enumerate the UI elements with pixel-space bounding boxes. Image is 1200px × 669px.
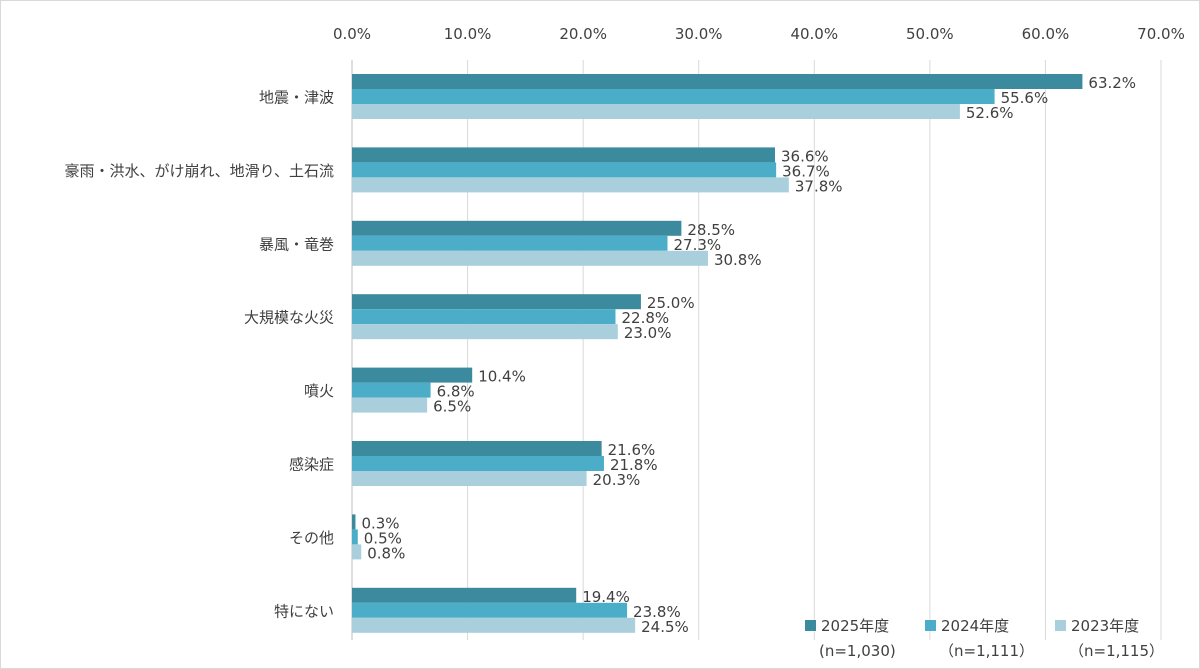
bar [352, 104, 960, 119]
data-label: 63.2% [1088, 74, 1136, 92]
bar [352, 250, 708, 266]
legend-sample-size: (n=1,030) [819, 642, 896, 660]
bar [352, 602, 628, 618]
bar [352, 471, 587, 486]
category-label: 特にない [274, 602, 334, 620]
bar [352, 456, 604, 471]
bar [352, 220, 682, 236]
legend-swatch [805, 620, 816, 631]
x-tick-label: 20.0% [559, 25, 607, 43]
data-label: 23.0% [624, 324, 672, 342]
x-tick-label: 40.0% [790, 25, 838, 43]
category-label: 豪雨・洪水、がけ崩れ、地滑り、土石流 [64, 162, 334, 180]
x-tick-label: 30.0% [675, 25, 723, 43]
bar [352, 162, 777, 178]
data-label: 27.3% [674, 236, 722, 254]
data-label: 30.8% [714, 251, 762, 269]
bar [352, 529, 358, 545]
data-label: 0.3% [361, 514, 399, 532]
legend-label: 2023年度 [1071, 617, 1140, 635]
data-label: 25.0% [647, 294, 695, 312]
bar [352, 74, 1083, 89]
bar [352, 177, 789, 193]
legend-item: 2025年度 (n=1,030) [805, 614, 896, 664]
data-label: 37.8% [795, 177, 843, 195]
data-label: 19.4% [582, 588, 630, 606]
data-label: 28.5% [687, 221, 735, 239]
bar [352, 617, 636, 633]
data-label: 36.6% [781, 147, 829, 165]
category-label: 噴火 [304, 382, 334, 400]
data-label: 21.8% [610, 456, 658, 474]
data-label: 0.5% [364, 529, 402, 547]
bar [352, 544, 362, 560]
data-label: 21.6% [608, 441, 656, 459]
bar [352, 309, 616, 325]
bar [352, 89, 995, 104]
bar [352, 382, 431, 398]
x-tick-label: 0.0% [333, 25, 371, 43]
data-label: 6.8% [437, 383, 475, 401]
legend-sample-size: （n=1,115） [1069, 642, 1165, 660]
category-label: 暴風・竜巻 [259, 235, 334, 253]
data-label: 52.6% [966, 104, 1014, 122]
data-label: 36.7% [782, 162, 830, 180]
x-tick-label: 10.0% [444, 25, 492, 43]
data-label: 23.8% [633, 603, 681, 621]
category-label: 感染症 [289, 456, 334, 474]
legend-swatch [1055, 620, 1066, 631]
legend-item: 2023年度 （n=1,115） [1055, 614, 1164, 664]
bar [352, 367, 473, 383]
legend-label: 2025年度 [821, 617, 890, 635]
x-tick-label: 70.0% [1137, 25, 1185, 43]
x-tick-label: 60.0% [1022, 25, 1070, 43]
bar [352, 514, 356, 530]
data-label: 10.4% [478, 368, 526, 386]
data-label: 20.3% [593, 471, 641, 489]
legend-label: 2024年度 [941, 617, 1010, 635]
category-label: その他 [289, 529, 334, 547]
category-label: 地震・津波 [259, 89, 334, 107]
x-tick-label: 50.0% [906, 25, 954, 43]
legend-sample-size: （n=1,111） [939, 642, 1035, 660]
data-label: 22.8% [622, 309, 670, 327]
bar [352, 147, 775, 163]
legend-swatch [925, 620, 936, 631]
legend-item: 2024年度 （n=1,111） [925, 614, 1034, 664]
bar [352, 324, 618, 340]
bar [352, 397, 428, 413]
bar [352, 441, 602, 456]
data-label: 24.5% [641, 618, 689, 636]
bar [352, 235, 668, 251]
category-label: 大規模な火災 [244, 309, 334, 327]
data-label: 0.8% [367, 544, 405, 562]
data-label: 55.6% [1001, 89, 1049, 107]
data-label: 6.5% [433, 398, 471, 416]
bar [352, 294, 641, 310]
bar [352, 587, 577, 603]
